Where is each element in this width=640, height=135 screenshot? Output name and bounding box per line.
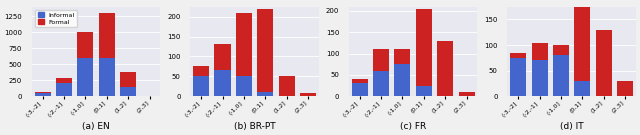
Bar [532,60,548,96]
Bar [99,58,115,96]
Bar [300,93,316,96]
Bar [193,66,209,76]
Bar [236,13,252,76]
Bar [351,79,367,83]
Bar [617,81,633,96]
Bar [532,43,548,60]
Bar [257,92,273,96]
Bar [574,81,590,96]
Bar [56,78,72,83]
Bar [394,64,410,96]
Bar [510,53,526,58]
Bar [596,30,612,96]
Bar [77,32,93,58]
X-axis label: (c) FR: (c) FR [400,122,426,131]
Bar [510,58,526,96]
Bar [351,83,367,96]
Bar [459,92,475,96]
Bar [553,55,569,96]
Bar [214,70,230,96]
Bar [120,72,136,87]
X-axis label: (d) IT: (d) IT [560,122,584,131]
Bar [257,9,273,92]
Bar [35,92,51,93]
Bar [77,58,93,96]
Bar [553,45,569,55]
Bar [99,13,115,58]
Bar [236,76,252,96]
Bar [56,83,72,96]
Bar [574,7,590,81]
Bar [120,87,136,96]
Bar [437,41,453,96]
Bar [416,86,432,96]
Bar [394,49,410,64]
Bar [373,49,389,71]
Bar [193,76,209,96]
Bar [416,9,432,86]
X-axis label: (b) BR-PT: (b) BR-PT [234,122,275,131]
Bar [214,45,230,70]
X-axis label: (a) EN: (a) EN [82,122,110,131]
Legend: Informal, Formal: Informal, Formal [35,10,77,27]
Bar [35,93,51,96]
Bar [373,71,389,96]
Bar [278,76,294,96]
